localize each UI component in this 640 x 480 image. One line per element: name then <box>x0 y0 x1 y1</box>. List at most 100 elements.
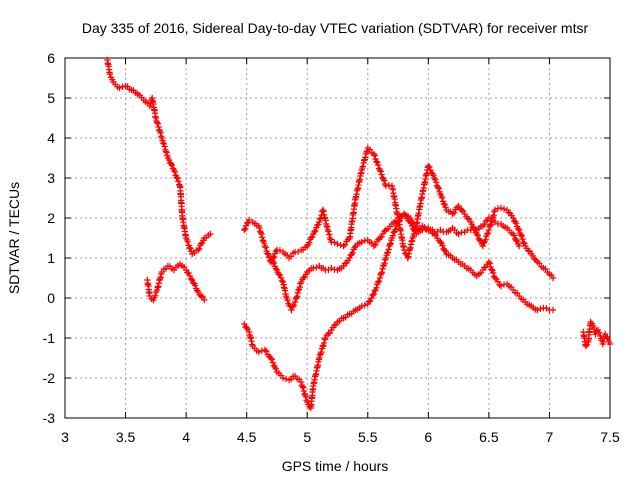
data-point <box>435 185 442 192</box>
data-point <box>511 218 519 225</box>
data-point <box>188 276 196 284</box>
data-point <box>186 244 193 251</box>
data-point <box>171 168 179 175</box>
data-point <box>406 218 414 226</box>
data-point <box>293 294 300 301</box>
data-point <box>351 244 358 251</box>
data-point <box>168 161 176 169</box>
data-point <box>437 238 444 246</box>
data-point <box>515 226 523 234</box>
data-point <box>165 156 173 164</box>
x-axis-label: GPS time / hours <box>282 458 389 474</box>
data-point <box>590 324 598 332</box>
data-point <box>291 298 299 306</box>
data-point <box>269 258 277 265</box>
data-point <box>255 348 262 356</box>
data-point <box>486 260 493 267</box>
data-point <box>198 292 205 300</box>
data-point <box>306 239 313 246</box>
data-point <box>326 234 334 242</box>
data-point <box>389 232 397 239</box>
data-point <box>268 356 276 363</box>
data-point <box>299 384 307 391</box>
data-point <box>476 237 484 244</box>
data-point <box>582 342 589 350</box>
data-point <box>505 209 512 216</box>
data-point <box>363 148 370 156</box>
data-point <box>500 205 508 213</box>
data-point <box>518 232 525 240</box>
data-point <box>362 154 369 161</box>
data-point <box>497 282 505 290</box>
data-point <box>319 343 326 350</box>
data-point <box>311 228 318 236</box>
data-point <box>372 241 379 248</box>
data-point <box>407 219 415 227</box>
data-point <box>201 296 208 304</box>
data-point <box>397 213 405 221</box>
data-point <box>519 235 526 243</box>
data-point <box>161 143 168 150</box>
data-point <box>257 229 264 236</box>
data-point <box>425 162 432 170</box>
data-point <box>549 306 557 314</box>
data-point <box>378 171 385 178</box>
data-point <box>242 225 249 233</box>
data-point <box>245 328 253 336</box>
data-point <box>275 271 283 278</box>
data-point <box>156 275 164 283</box>
data-point <box>525 247 532 254</box>
data-point <box>301 390 308 398</box>
data-point <box>601 330 609 338</box>
data-point <box>531 255 538 263</box>
data-point <box>387 240 394 247</box>
x-tick-label: 4 <box>182 429 190 445</box>
data-point <box>365 298 373 305</box>
data-point <box>374 278 382 286</box>
y-tick-label: 0 <box>47 290 55 306</box>
data-point <box>348 251 355 258</box>
y-tick-labels: -3 -2 -1 0 1 2 3 4 5 6 <box>43 50 56 426</box>
data-point <box>173 174 180 181</box>
data-point <box>378 269 386 276</box>
data-point <box>245 216 253 224</box>
data-point <box>382 254 390 262</box>
y-axis-label: SDTVAR / TECUs <box>6 182 22 294</box>
data-point <box>199 293 206 301</box>
data-point <box>184 238 192 246</box>
data-point <box>392 226 399 233</box>
data-point <box>272 365 280 373</box>
data-point <box>316 351 324 359</box>
data-point <box>378 233 385 241</box>
data-point <box>175 178 182 185</box>
data-point <box>490 269 497 277</box>
data-point <box>459 207 467 215</box>
data-point <box>381 227 388 235</box>
data-point <box>434 184 442 191</box>
data-point <box>293 293 301 300</box>
y-tick-label: 5 <box>47 90 55 106</box>
data-point <box>440 200 448 207</box>
data-point <box>196 245 203 252</box>
data-point <box>331 239 338 246</box>
x-tick-label: 3.5 <box>116 429 136 445</box>
plot-frame <box>64 57 611 419</box>
data-point <box>438 194 446 201</box>
x-tick-label: 7 <box>546 429 554 445</box>
data-point <box>326 329 334 337</box>
data-point <box>380 262 387 270</box>
data-point <box>373 158 380 165</box>
data-point <box>267 254 275 262</box>
data-point <box>487 222 494 229</box>
data-point <box>376 234 384 242</box>
data-point <box>312 227 319 235</box>
data-point <box>453 204 461 211</box>
data-point <box>467 226 474 234</box>
x-tick-label: 5 <box>303 429 311 445</box>
data-point <box>385 246 392 253</box>
data-point <box>482 236 489 244</box>
chart-title: Day 335 of 2016, Sidereal Day-to-day VTE… <box>82 20 589 36</box>
data-point <box>297 378 305 386</box>
data-point <box>308 234 315 241</box>
data-point <box>386 241 394 248</box>
